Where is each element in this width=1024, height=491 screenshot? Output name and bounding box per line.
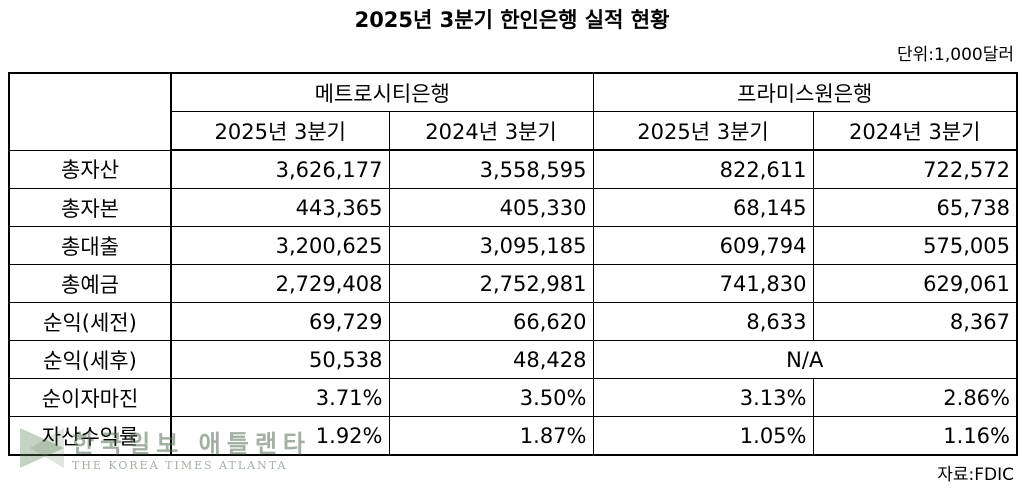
row-label: 총자본 bbox=[8, 188, 172, 227]
value-cell: 722,572 bbox=[812, 149, 1018, 189]
value-cell: 68,145 bbox=[592, 188, 814, 227]
row-label: 총대출 bbox=[8, 226, 172, 265]
row-label: 순익(세후) bbox=[8, 340, 172, 379]
value-cell: 8,633 bbox=[592, 302, 814, 341]
value-cell: 3.71% bbox=[170, 378, 390, 417]
row-label: 순이자마진 bbox=[8, 378, 172, 417]
corner-cell bbox=[8, 72, 172, 151]
watermark-english: THE KOREA TIMES ATLANTA bbox=[72, 459, 288, 472]
group-header: 메트로시티은행 bbox=[170, 72, 594, 112]
value-cell: 3.13% bbox=[592, 378, 814, 417]
subheader: 2025년 3분기 bbox=[170, 111, 390, 151]
value-cell: 609,794 bbox=[592, 226, 814, 265]
value-cell: 3,626,177 bbox=[170, 149, 390, 189]
value-cell: 1.16% bbox=[812, 416, 1018, 456]
value-cell: 3,200,625 bbox=[170, 226, 390, 265]
unit-note: 단위:1,000달러 bbox=[897, 45, 1014, 65]
data-row: 총자본 443,365 405,330 68,145 65,738 bbox=[8, 188, 1018, 227]
value-cell: 741,830 bbox=[592, 264, 814, 303]
value-cell: 1.05% bbox=[592, 416, 814, 456]
value-cell: 3.50% bbox=[388, 378, 594, 417]
value-cell: 575,005 bbox=[812, 226, 1018, 265]
data-row: 총예금 2,729,408 2,752,981 741,830 629,061 bbox=[8, 264, 1018, 303]
value-cell: 629,061 bbox=[812, 264, 1018, 303]
value-cell: 48,428 bbox=[388, 340, 594, 379]
value-cell: 443,365 bbox=[170, 188, 390, 227]
value-cell: 822,611 bbox=[592, 149, 814, 189]
data-row: 총대출 3,200,625 3,095,185 609,794 575,005 bbox=[8, 226, 1018, 265]
subheader: 2025년 3분기 bbox=[592, 111, 814, 151]
row-label: 총자산 bbox=[8, 149, 172, 189]
value-cell: 50,538 bbox=[170, 340, 390, 379]
value-cell: 66,620 bbox=[388, 302, 594, 341]
group-header: 프라미스원은행 bbox=[592, 72, 1018, 112]
subheader-row: 2025년 3분기 2024년 3분기 2025년 3분기 2024년 3분기 bbox=[9, 111, 1018, 151]
header-row: 메트로시티은행 프라미스원은행 bbox=[8, 72, 1018, 151]
value-cell: 1.92% bbox=[170, 416, 390, 456]
value-cell: 2,729,408 bbox=[170, 264, 390, 303]
data-row: 총자산 3,626,177 3,558,595 822,611 722,572 bbox=[8, 149, 1018, 189]
results-table: 메트로시티은행 프라미스원은행 2025년 3분기 2024년 3분기 2025년 3분… bbox=[8, 72, 1018, 456]
subheader: 2024년 3분기 bbox=[812, 111, 1018, 151]
source-note: 자료:FDIC bbox=[937, 465, 1014, 485]
value-cell: 3,095,185 bbox=[388, 226, 594, 265]
data-row: 자산수익률 1.92% 1.87% 1.05% 1.16% bbox=[8, 416, 1018, 456]
row-label: 총예금 bbox=[8, 264, 172, 303]
value-cell: 1.87% bbox=[388, 416, 594, 456]
data-row: 순익(세전) 69,729 66,620 8,633 8,367 bbox=[8, 302, 1018, 341]
value-cell: 3,558,595 bbox=[388, 149, 594, 189]
row-label: 순익(세전) bbox=[8, 302, 172, 341]
data-row: 순익(세후) 50,538 48,428 N/A bbox=[8, 340, 1018, 379]
value-cell: 8,367 bbox=[812, 302, 1018, 341]
row-label: 자산수익률 bbox=[8, 416, 172, 456]
value-cell: 405,330 bbox=[388, 188, 594, 227]
value-cell: 65,738 bbox=[812, 188, 1018, 227]
title: 2025년 3분기 한인은행 실적 현황 bbox=[354, 8, 670, 32]
value-cell: 2.86% bbox=[812, 378, 1018, 417]
value-cell: 2,752,981 bbox=[388, 264, 594, 303]
data-row: 순이자마진 3.71% 3.50% 3.13% 2.86% bbox=[8, 378, 1018, 417]
subheader: 2024년 3분기 bbox=[388, 111, 594, 151]
merged-cell: N/A bbox=[592, 340, 1018, 379]
value-cell: 69,729 bbox=[170, 302, 390, 341]
